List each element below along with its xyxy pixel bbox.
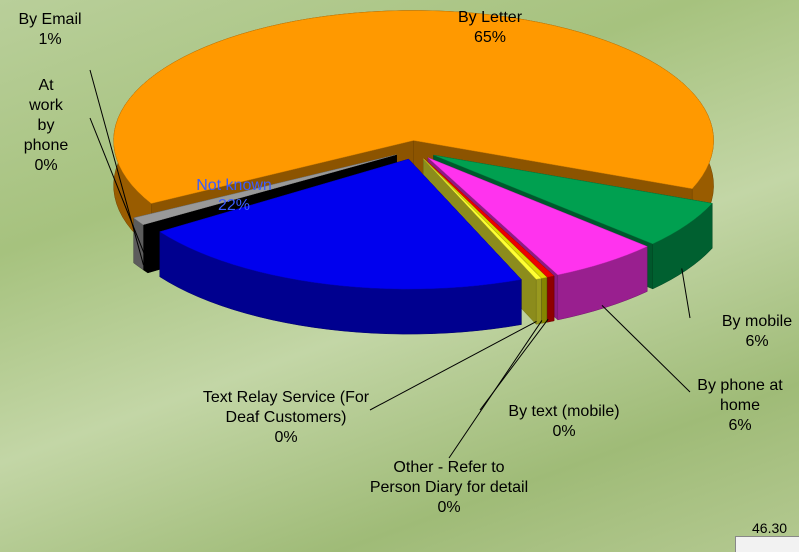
- label-value: 0%: [196, 428, 376, 448]
- label-value: 6%: [717, 332, 797, 352]
- leader-line: [682, 268, 690, 318]
- label-value: 0%: [21, 156, 71, 176]
- label-value: 6%: [685, 416, 795, 436]
- label-value: 1%: [5, 30, 95, 50]
- slice-wall: [547, 276, 554, 322]
- data-label: Text Relay Service (For Deaf Customers)0…: [196, 388, 376, 448]
- slice-wall: [536, 278, 541, 324]
- slice-wall: [134, 218, 144, 270]
- label-name: By text (mobile): [484, 402, 644, 422]
- slice-wall: [542, 277, 547, 323]
- slice-wall: [144, 225, 148, 273]
- label-value: 22%: [174, 196, 294, 216]
- label-value: 0%: [484, 422, 644, 442]
- label-name: Not known: [174, 176, 294, 196]
- chart: 46.30 By Letter65%By mobile6%By phone at…: [0, 0, 799, 552]
- label-value: 0%: [369, 498, 529, 518]
- annotation: 46.30: [752, 520, 787, 536]
- data-label: By text (mobile)0%: [484, 402, 644, 442]
- leader-line: [602, 305, 690, 392]
- label-name: By phone at home: [685, 376, 795, 416]
- data-label: Other - Refer to Person Diary for detail…: [369, 458, 529, 518]
- label-name: At work by phone: [21, 76, 71, 156]
- label-name: By Email: [5, 10, 95, 30]
- label-name: By mobile: [717, 312, 797, 332]
- label-name: By Letter: [430, 8, 550, 28]
- panel-box: [735, 536, 799, 552]
- label-name: Other - Refer to Person Diary for detail: [369, 458, 529, 498]
- label-value: 65%: [430, 28, 550, 48]
- label-name: Text Relay Service (For Deaf Customers): [196, 388, 376, 428]
